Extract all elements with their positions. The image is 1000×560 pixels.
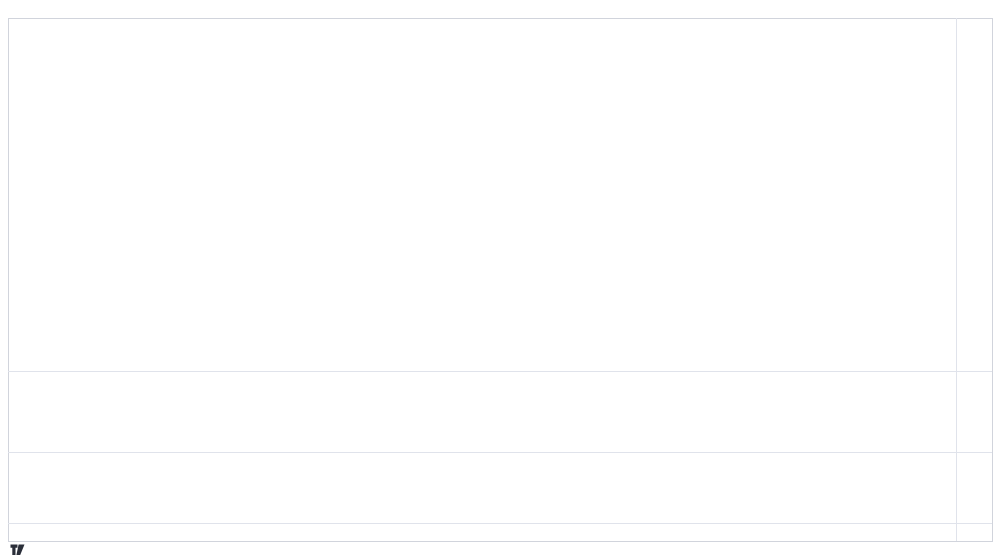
ma50-legend-row[interactable] xyxy=(14,47,20,58)
tradingview-logo-icon xyxy=(10,544,25,555)
symbol-legend-row[interactable] xyxy=(14,21,40,32)
pane-separator[interactable] xyxy=(8,523,992,524)
macd-pane-canvas[interactable] xyxy=(0,0,300,150)
price-axis-divider[interactable] xyxy=(956,18,957,541)
macd-legend-row[interactable] xyxy=(14,456,30,467)
ma200-legend-row[interactable] xyxy=(14,34,20,45)
rsi-legend-row[interactable] xyxy=(14,373,26,384)
pane-separator[interactable] xyxy=(8,452,992,453)
tradingview-logo[interactable] xyxy=(10,544,29,556)
pane-separator[interactable] xyxy=(8,371,992,372)
